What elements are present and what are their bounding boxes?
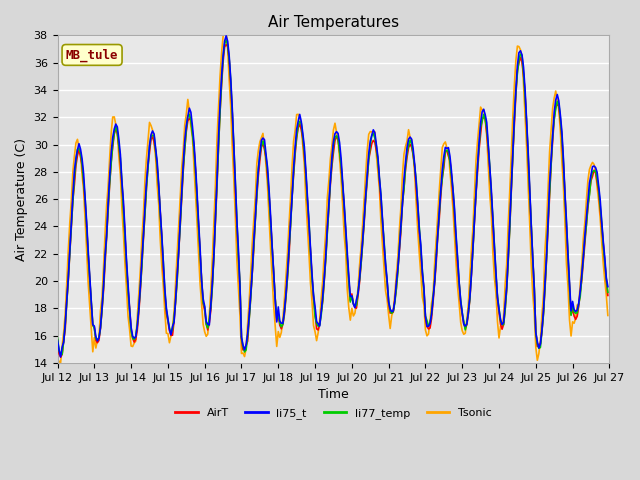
- Tsonic: [577, 281, 584, 287]
- li77_temp: [298, 120, 305, 126]
- Line: Tsonic: Tsonic: [58, 29, 608, 363]
- Tsonic: [54, 356, 61, 362]
- Title: Air Temperatures: Air Temperatures: [268, 15, 399, 30]
- li77_temp: [220, 55, 227, 60]
- AirT: [54, 337, 61, 343]
- li77_temp: [248, 270, 256, 276]
- AirT: [123, 263, 131, 268]
- X-axis label: Time: Time: [318, 388, 349, 401]
- AirT: [604, 293, 612, 299]
- AirT: [57, 354, 65, 360]
- Tsonic: [222, 26, 230, 32]
- li75_t: [239, 342, 247, 348]
- Line: li77_temp: li77_temp: [58, 40, 608, 355]
- Tsonic: [604, 312, 612, 318]
- Tsonic: [220, 34, 227, 39]
- li77_temp: [239, 344, 247, 349]
- AirT: [298, 127, 305, 132]
- Tsonic: [298, 124, 305, 130]
- li75_t: [577, 288, 584, 294]
- Tsonic: [239, 350, 247, 356]
- Tsonic: [248, 241, 256, 247]
- li77_temp: [604, 289, 612, 295]
- li75_t: [222, 33, 230, 39]
- li77_temp: [577, 293, 584, 299]
- li75_t: [604, 284, 612, 289]
- Tsonic: [123, 286, 131, 291]
- Legend: AirT, li75_t, li77_temp, Tsonic: AirT, li75_t, li77_temp, Tsonic: [171, 403, 496, 423]
- li75_t: [220, 53, 227, 59]
- Text: MB_tule: MB_tule: [66, 48, 118, 61]
- Line: AirT: AirT: [58, 45, 608, 357]
- li77_temp: [222, 37, 230, 43]
- AirT: [577, 289, 584, 295]
- Line: li75_t: li75_t: [58, 36, 608, 357]
- Y-axis label: Air Temperature (C): Air Temperature (C): [15, 138, 28, 261]
- li75_t: [57, 354, 65, 360]
- li75_t: [248, 269, 256, 275]
- Tsonic: [57, 360, 65, 366]
- li77_temp: [57, 352, 65, 358]
- AirT: [248, 272, 256, 277]
- AirT: [222, 42, 230, 48]
- AirT: [239, 347, 247, 353]
- li77_temp: [123, 261, 131, 266]
- AirT: [220, 59, 227, 64]
- li75_t: [123, 258, 131, 264]
- li75_t: [54, 337, 61, 343]
- li77_temp: [54, 336, 61, 341]
- li75_t: [298, 119, 305, 124]
